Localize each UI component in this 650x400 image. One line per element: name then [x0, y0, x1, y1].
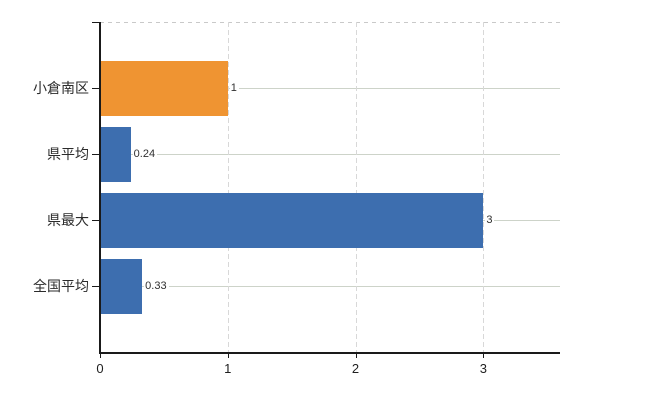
- bar-県平均: [100, 126, 131, 182]
- x-tick-label: 0: [96, 361, 104, 376]
- y-axis: [99, 22, 101, 352]
- y-axis-tick: [92, 22, 100, 23]
- gridline-horizontal: [100, 154, 560, 155]
- value-label: 3: [485, 213, 495, 227]
- gridline-vertical: [355, 22, 357, 352]
- x-axis-tick: [355, 352, 357, 358]
- gridline-vertical: [227, 22, 229, 352]
- category-label: 県平均: [47, 146, 89, 162]
- value-label: 1: [229, 81, 239, 95]
- gridline-horizontal: [100, 88, 560, 89]
- value-label: 0.24: [132, 147, 158, 161]
- y-axis-tick: [92, 88, 100, 89]
- bar-全国平均: [100, 258, 143, 314]
- x-tick-label: 3: [479, 361, 487, 376]
- category-label: 県最大: [47, 212, 89, 228]
- bar-小倉南区: [100, 60, 228, 116]
- x-tick-label: 1: [224, 361, 232, 376]
- value-label: 0.33: [144, 279, 169, 293]
- x-axis-tick: [483, 352, 485, 358]
- y-axis-tick: [92, 220, 100, 221]
- plot-top-dashed-line: [100, 22, 560, 23]
- x-tick-label: 2: [351, 361, 360, 376]
- x-axis: [99, 352, 560, 354]
- y-axis-tick: [92, 286, 100, 287]
- gridline-horizontal: [100, 286, 560, 287]
- bar-県最大: [100, 192, 484, 248]
- x-axis-tick: [227, 352, 229, 358]
- y-axis-tick: [92, 154, 100, 155]
- category-label: 全国平均: [33, 278, 89, 294]
- gridline-vertical: [483, 22, 485, 352]
- category-label: 小倉南区: [33, 80, 89, 96]
- x-axis-tick: [100, 352, 101, 358]
